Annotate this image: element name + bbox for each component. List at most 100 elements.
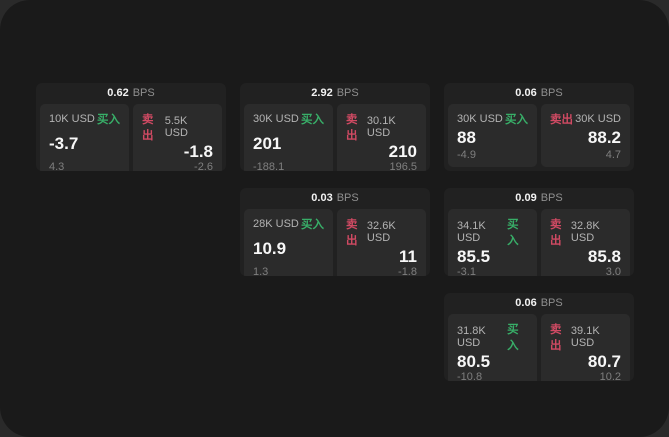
quote-card: 0.06 BPS 30K USD 买入 88 -4.9 卖出 [444, 83, 634, 171]
sell-tile-top: 卖出 30.1K USD [346, 111, 417, 143]
sell-tile[interactable]: 卖出 32.8K USD 85.8 3.0 [541, 209, 630, 276]
sell-delta: 3.0 [605, 266, 621, 276]
sell-label: 卖出 [550, 219, 562, 247]
buy-tile[interactable]: 34.1K USD 买入 85.5 -3.1 [448, 209, 537, 276]
buy-tile-top: 10K USD 买入 [49, 111, 120, 127]
sell-size: 39.1K USD [570, 325, 600, 349]
sell-tile[interactable]: 卖出 30K USD 88.2 4.7 [541, 104, 630, 167]
buy-delta: 1.3 [253, 266, 269, 276]
buy-size: 10K USD [49, 113, 95, 125]
buy-tile[interactable]: 10K USD 买入 -3.7 4.3 [40, 104, 129, 171]
sell-delta: 196.5 [389, 161, 417, 171]
buy-label: 买入 [507, 324, 519, 352]
buy-price: 85.5 [457, 247, 491, 266]
buy-tile[interactable]: 31.8K USD 买入 80.5 -10.8 [448, 314, 537, 381]
bps-header: 0.06 BPS [444, 293, 634, 314]
bps-unit: BPS [336, 87, 359, 99]
bps-unit: BPS [540, 192, 563, 204]
bps-value: 0.09 [515, 192, 537, 204]
sell-tile-top: 卖出 30K USD [550, 111, 621, 127]
sell-tile-top: 卖出 5.5K USD [142, 111, 213, 143]
sell-tile-top: 卖出 39.1K USD [550, 321, 621, 353]
quote-cards-grid: 0.62 BPS 10K USD 买入 -3.7 4.3 卖出 [36, 83, 634, 381]
card-body: 31.8K USD 买入 80.5 -10.8 卖出 39.1K USD 80.… [444, 314, 634, 381]
sell-label: 卖出 [346, 114, 358, 142]
bps-value: 0.06 [515, 87, 537, 99]
sell-size: 30K USD [575, 113, 621, 125]
sell-size: 32.8K USD [570, 220, 600, 244]
bps-value: 0.06 [515, 297, 537, 309]
buy-label: 买入 [97, 114, 120, 126]
sell-size: 32.6K USD [366, 220, 396, 244]
buy-price: 201 [253, 134, 282, 153]
buy-delta: -3.1 [457, 266, 476, 276]
buy-price: -3.7 [49, 134, 79, 153]
sell-delta: 10.2 [599, 371, 621, 381]
buy-tile[interactable]: 30K USD 买入 88 -4.9 [448, 104, 537, 167]
sell-size: 5.5K USD [164, 115, 188, 139]
bps-value: 0.62 [107, 87, 129, 99]
bps-header: 2.92 BPS [240, 83, 430, 104]
quote-card: 0.62 BPS 10K USD 买入 -3.7 4.3 卖出 [36, 83, 226, 171]
buy-label: 买入 [507, 219, 519, 247]
sell-price: 88.2 [587, 128, 621, 147]
buy-delta: -4.9 [457, 149, 476, 161]
sell-price: 11 [399, 247, 417, 266]
buy-tile-top: 31.8K USD 买入 [457, 321, 528, 353]
sell-delta: 4.7 [605, 149, 621, 161]
sell-label: 卖出 [142, 114, 154, 142]
sell-size: 30.1K USD [366, 115, 396, 139]
quote-card: 2.92 BPS 30K USD 买入 201 -188.1 卖出 [240, 83, 430, 171]
buy-price: 80.5 [457, 352, 491, 371]
buy-tile-top: 30K USD 买入 [253, 111, 324, 127]
buy-tile-top: 30K USD 买入 [457, 111, 528, 127]
sell-tile-top: 卖出 32.8K USD [550, 216, 621, 248]
bps-value: 2.92 [311, 87, 333, 99]
sell-tile[interactable]: 卖出 30.1K USD 210 196.5 [337, 104, 426, 171]
bps-header: 0.09 BPS [444, 188, 634, 209]
quote-card: 0.06 BPS 31.8K USD 买入 80.5 -10.8 卖 [444, 293, 634, 381]
card-body: 10K USD 买入 -3.7 4.3 卖出 5.5K USD -1.8 -2.… [36, 104, 226, 171]
buy-delta: -10.8 [457, 371, 483, 381]
sell-price: -1.8 [183, 142, 213, 161]
sell-price: 210 [388, 142, 417, 161]
bps-value: 0.03 [311, 192, 333, 204]
sell-label: 卖出 [550, 114, 573, 126]
sell-tile[interactable]: 卖出 32.6K USD 11 -1.8 [337, 209, 426, 276]
buy-size: 34.1K USD [457, 220, 486, 244]
bps-unit: BPS [540, 87, 563, 99]
bps-unit: BPS [540, 297, 563, 309]
buy-size: 30K USD [253, 113, 299, 125]
buy-tile-top: 34.1K USD 买入 [457, 216, 528, 248]
sell-tile[interactable]: 卖出 5.5K USD -1.8 -2.6 [133, 104, 222, 171]
buy-delta: -188.1 [253, 161, 285, 171]
buy-tile[interactable]: 28K USD 买入 10.9 1.3 [244, 209, 333, 276]
quote-card: 0.03 BPS 28K USD 买入 10.9 1.3 卖出 [240, 188, 430, 276]
bps-header: 0.03 BPS [240, 188, 430, 209]
quote-card: 0.09 BPS 34.1K USD 买入 85.5 -3.1 卖出 [444, 188, 634, 276]
bps-header: 0.06 BPS [444, 83, 634, 104]
buy-price: 10.9 [253, 239, 287, 258]
buy-price: 88 [457, 128, 476, 147]
sell-tile-top: 卖出 32.6K USD [346, 216, 417, 248]
buy-delta: 4.3 [49, 161, 65, 171]
sell-label: 卖出 [550, 324, 562, 352]
buy-label: 买入 [301, 114, 324, 126]
buy-tile[interactable]: 30K USD 买入 201 -188.1 [244, 104, 333, 171]
buy-label: 买入 [505, 114, 528, 126]
buy-size: 31.8K USD [457, 325, 486, 349]
buy-size: 28K USD [253, 218, 299, 230]
buy-size: 30K USD [457, 113, 503, 125]
card-body: 30K USD 买入 88 -4.9 卖出 30K USD 88.2 4.7 [444, 104, 634, 171]
buy-tile-top: 28K USD 买入 [253, 216, 324, 232]
sell-price: 85.8 [587, 247, 621, 266]
card-body: 30K USD 买入 201 -188.1 卖出 30.1K USD 210 1… [240, 104, 430, 171]
bps-header: 0.62 BPS [36, 83, 226, 104]
card-body: 28K USD 买入 10.9 1.3 卖出 32.6K USD 11 -1.8 [240, 209, 430, 276]
sell-tile[interactable]: 卖出 39.1K USD 80.7 10.2 [541, 314, 630, 381]
sell-delta: -1.8 [398, 266, 417, 276]
card-body: 34.1K USD 买入 85.5 -3.1 卖出 32.8K USD 85.8… [444, 209, 634, 276]
buy-label: 买入 [301, 219, 324, 231]
